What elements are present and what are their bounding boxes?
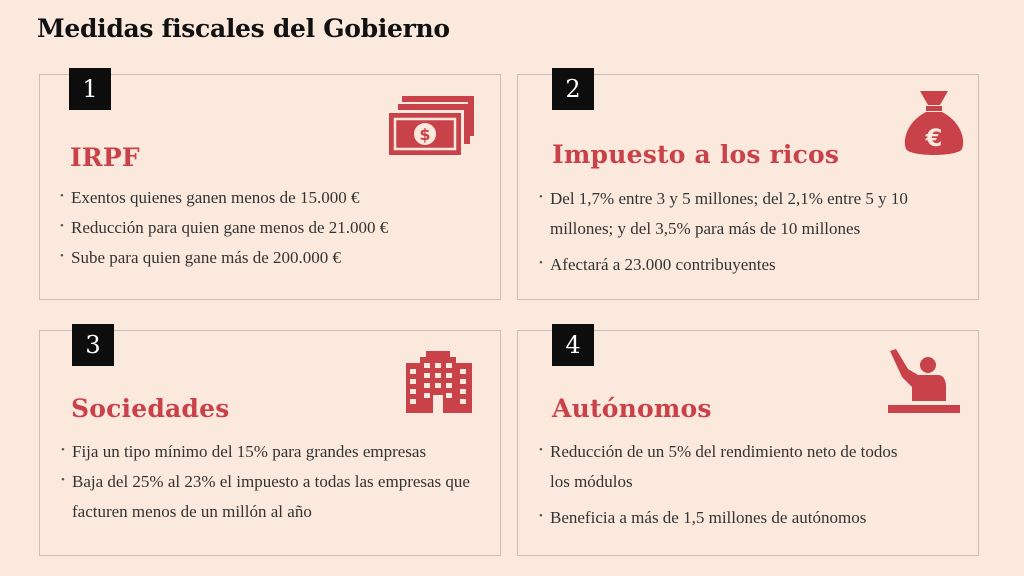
card-sociedades: 3 Sociedades Fija un tipo mínimo del 15%… xyxy=(39,324,501,556)
card-title: Autónomos xyxy=(552,394,712,423)
list-item: Reducción de un 5% del rendimiento neto … xyxy=(539,435,919,497)
number-badge: 3 xyxy=(72,324,114,366)
number-badge: 1 xyxy=(69,68,111,110)
list-item: Exentos quienes ganen menos de 15.000 € xyxy=(60,181,388,213)
card-autonomos: 4 Autónomos Reducción de un 5% del rendi… xyxy=(517,324,979,556)
worker-at-desk-icon xyxy=(888,349,960,413)
card-title: Impuesto a los ricos xyxy=(552,140,840,169)
page-title: Medidas fiscales del Gobierno xyxy=(37,14,450,43)
list-item: Afectará a 23.000 contribuyentes xyxy=(539,248,939,280)
card-title: Sociedades xyxy=(71,394,230,423)
office-building-icon xyxy=(406,351,472,413)
card-title: IRPF xyxy=(70,143,140,172)
list-item: Baja del 25% al 23% el impuesto a todas … xyxy=(61,465,481,527)
euro-money-bag-icon: € xyxy=(904,91,964,155)
number-badge: 2 xyxy=(552,68,594,110)
list-item: Fija un tipo mínimo del 15% para grandes… xyxy=(61,435,481,467)
list-item: Sube para quien gane más de 200.000 € xyxy=(60,241,388,273)
list-item: Del 1,7% entre 3 y 5 millones; del 2,1% … xyxy=(539,182,939,244)
money-bills-icon: $ xyxy=(389,96,474,155)
number-badge: 4 xyxy=(552,324,594,366)
card-impuesto-ricos: 2 € Impuesto a los ricos Del 1,7% entre … xyxy=(517,68,979,300)
svg-text:€: € xyxy=(925,124,943,152)
card-irpf: 1 $ IRPF Exentos quienes ganen menos de … xyxy=(39,68,501,300)
list-item: Reducción para quien gane menos de 21.00… xyxy=(60,211,388,243)
svg-text:$: $ xyxy=(419,125,430,144)
list-item: Beneficia a más de 1,5 millones de autón… xyxy=(539,501,919,533)
